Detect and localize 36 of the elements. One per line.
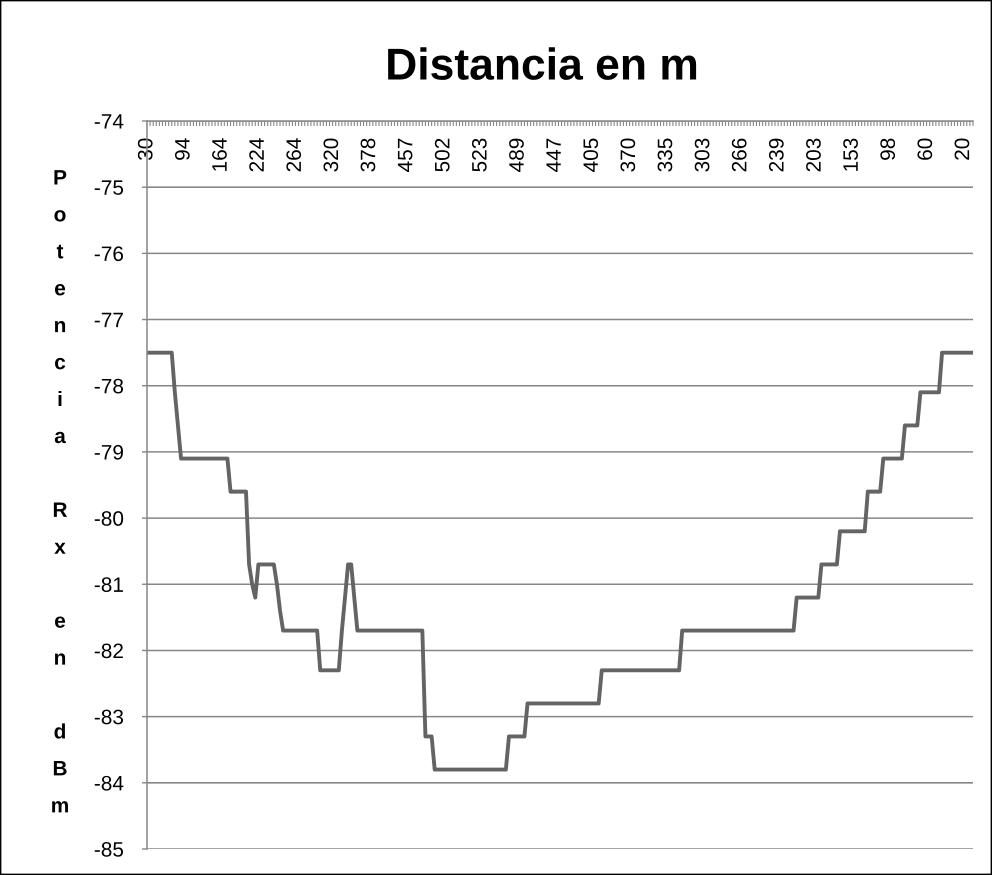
x-tick-label: 266 — [732, 138, 747, 172]
x-tick-label: 264 — [286, 138, 302, 172]
x-tick-label: 164 — [212, 138, 227, 171]
y-tick-label: -84 — [94, 776, 124, 791]
x-tick-label: 94 — [174, 138, 190, 160]
y-tick-label: -78 — [94, 378, 124, 394]
y-tick-label: -79 — [94, 444, 123, 460]
y-tick-label: -77 — [94, 312, 123, 328]
y-tick-label: -83 — [94, 710, 124, 724]
x-tick-label: 370 — [620, 138, 636, 172]
x-tick-label: 224 — [249, 138, 264, 172]
x-tick-label: 303 — [694, 138, 710, 172]
y-tick-label: -81 — [94, 577, 123, 592]
y-tick-label: -74 — [94, 114, 124, 129]
x-tick-label: 405 — [583, 138, 598, 172]
x-tick-label: 335 — [658, 138, 672, 172]
y-tick-label: -76 — [94, 246, 124, 262]
x-tick-label: 489 — [509, 138, 524, 172]
x-tick-label: 378 — [360, 138, 376, 172]
x-tick-label: 60 — [917, 138, 932, 160]
x-tick-label: 502 — [434, 138, 450, 172]
x-tick-label: 203 — [806, 138, 821, 172]
x-tick-label: 447 — [546, 138, 561, 172]
y-tick-label: -85 — [94, 842, 124, 857]
x-tick-label: 239 — [768, 138, 784, 172]
y-tick-label: -75 — [94, 180, 124, 195]
x-tick-label: 20 — [954, 138, 970, 160]
text: Potencia Rx en dBm — [52, 170, 68, 812]
x-tick-label: 98 — [880, 138, 896, 160]
x-tick-label: 153 — [843, 138, 858, 171]
y-tick-label: -82 — [94, 643, 123, 658]
y-tick-label: -80 — [94, 511, 124, 526]
x-tick-label: 523 — [472, 138, 487, 172]
chart-title: Distancia en m — [388, 47, 696, 80]
x-tick-label: 457 — [398, 138, 412, 172]
x-tick-label: 320 — [323, 138, 338, 172]
